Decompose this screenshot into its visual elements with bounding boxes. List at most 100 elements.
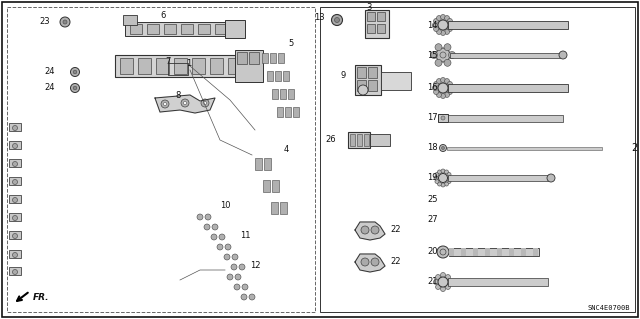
Bar (168, 63, 188, 75)
Circle shape (13, 234, 17, 239)
Text: 2: 2 (631, 143, 637, 153)
Circle shape (438, 170, 442, 174)
Bar (9, 177, 21, 185)
Circle shape (449, 23, 454, 27)
Bar (449, 248, 454, 256)
Polygon shape (155, 95, 215, 113)
Bar (237, 52, 247, 64)
FancyBboxPatch shape (220, 248, 242, 266)
Text: 22: 22 (390, 257, 401, 266)
Circle shape (436, 16, 442, 20)
Circle shape (445, 170, 449, 174)
Circle shape (445, 182, 449, 186)
Circle shape (225, 244, 231, 250)
Bar (533, 248, 538, 256)
Circle shape (440, 249, 446, 255)
Bar (381, 72, 411, 90)
Bar (357, 80, 366, 91)
Circle shape (205, 214, 211, 220)
Polygon shape (539, 248, 549, 256)
Circle shape (161, 100, 169, 108)
Circle shape (441, 116, 445, 120)
Circle shape (219, 234, 225, 240)
Text: 15: 15 (428, 50, 438, 60)
Circle shape (447, 173, 451, 176)
FancyBboxPatch shape (256, 48, 288, 68)
FancyBboxPatch shape (271, 102, 303, 122)
Bar (485, 248, 490, 256)
Bar (156, 58, 169, 74)
Circle shape (438, 182, 442, 186)
Bar (192, 58, 205, 74)
Bar (275, 71, 281, 81)
Text: 9: 9 (340, 70, 346, 79)
Bar (264, 158, 271, 170)
Text: 7: 7 (165, 56, 170, 65)
Circle shape (13, 253, 17, 257)
Circle shape (559, 51, 567, 59)
Circle shape (241, 294, 247, 300)
Bar (9, 123, 21, 131)
Bar (448, 278, 548, 286)
Text: 14: 14 (428, 20, 438, 29)
Text: 21: 21 (428, 278, 438, 286)
Bar (280, 89, 286, 99)
Circle shape (447, 180, 451, 183)
Circle shape (438, 83, 448, 93)
Circle shape (445, 78, 449, 84)
Bar (368, 67, 377, 78)
Circle shape (13, 125, 17, 130)
Circle shape (436, 93, 442, 97)
Polygon shape (13, 296, 27, 304)
Circle shape (249, 294, 255, 300)
Circle shape (361, 226, 369, 234)
Text: 4: 4 (284, 145, 289, 154)
FancyBboxPatch shape (230, 278, 252, 296)
Text: 10: 10 (220, 201, 230, 210)
Circle shape (442, 146, 445, 150)
Text: 6: 6 (160, 11, 165, 20)
Bar (249, 52, 259, 64)
Bar (278, 53, 284, 63)
Polygon shape (568, 84, 578, 92)
Bar (288, 89, 294, 99)
Circle shape (63, 20, 67, 24)
Text: SNC4E0700B: SNC4E0700B (588, 305, 630, 311)
Bar (115, 55, 245, 77)
Bar (125, 22, 235, 36)
Bar (521, 248, 526, 256)
Bar (174, 58, 187, 74)
Circle shape (436, 29, 442, 34)
Circle shape (70, 84, 79, 93)
Text: 13: 13 (314, 13, 325, 23)
Text: 24: 24 (45, 68, 55, 77)
Bar (210, 58, 223, 74)
Circle shape (440, 272, 445, 278)
Circle shape (433, 23, 438, 27)
Bar (377, 12, 385, 21)
Bar (147, 24, 159, 34)
Circle shape (73, 86, 77, 90)
Circle shape (440, 14, 445, 19)
Text: 19: 19 (428, 174, 438, 182)
Bar (272, 180, 279, 192)
Text: 1: 1 (186, 58, 191, 68)
Circle shape (440, 78, 445, 83)
Circle shape (201, 99, 209, 107)
Circle shape (371, 226, 379, 234)
Bar (280, 202, 287, 214)
Circle shape (434, 176, 438, 180)
Circle shape (440, 93, 445, 99)
Circle shape (224, 254, 230, 260)
Circle shape (438, 20, 448, 30)
Text: 11: 11 (240, 231, 250, 240)
Circle shape (60, 17, 70, 27)
Bar (181, 24, 193, 34)
FancyBboxPatch shape (250, 153, 276, 175)
Bar (355, 65, 381, 95)
Circle shape (547, 174, 555, 182)
FancyBboxPatch shape (9, 111, 185, 297)
Circle shape (436, 78, 442, 84)
Bar (277, 107, 283, 117)
Text: 27: 27 (428, 216, 438, 225)
